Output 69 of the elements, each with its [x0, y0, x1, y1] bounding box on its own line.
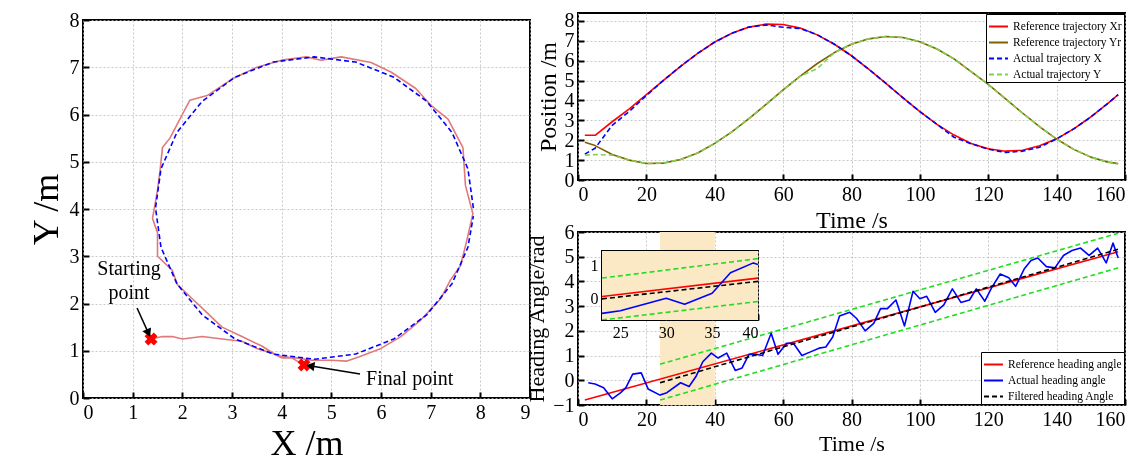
x-tick-label: 1 [128, 400, 139, 423]
x-tick-label: 140 [1042, 407, 1073, 430]
legend-label: Reference heading angle [1008, 357, 1122, 371]
y-tick-label: 5 [69, 150, 80, 173]
annotation: Final point [366, 366, 454, 390]
x-tick-label: 4 [277, 400, 288, 423]
x-axis-title: X /m [270, 422, 344, 456]
x-axis-title: Time /s [819, 430, 885, 456]
y-axis-title: Position /m [534, 41, 561, 153]
y-tick-label: −1 [553, 393, 575, 416]
x-tick-label: 7 [426, 400, 437, 423]
x-tick-label: 40 [742, 323, 759, 341]
x-tick-label: 20 [636, 407, 657, 430]
y-tick-label: 3 [564, 294, 575, 317]
x-tick-label: 60 [773, 407, 794, 430]
x-tick-label: 2 [177, 400, 188, 423]
y-tick-label: 0 [69, 386, 80, 409]
x-tick-label: 160 [1095, 407, 1126, 430]
y-tick-label: 6 [564, 49, 575, 72]
y-tick-label: 4 [564, 269, 575, 292]
x-tick-label: 5 [326, 400, 337, 423]
y-tick-label: 7 [69, 55, 80, 78]
x-tick-label: 8 [475, 400, 486, 423]
x-tick-label: 80 [842, 182, 862, 205]
annotation: Starting point [97, 256, 161, 304]
y-tick-label: 0 [564, 368, 575, 391]
y-tick-label: 8 [69, 8, 80, 31]
legend-label: Reference trajectory Yr [1013, 35, 1122, 49]
y-tick-label: 2 [69, 292, 80, 314]
x-tick-label: 120 [973, 407, 1004, 430]
y-tick-label: 3 [564, 108, 575, 131]
legend-label: Actual trajectory X [1013, 51, 1103, 65]
x-axis-title: Time /s [816, 206, 888, 233]
y-axis-title: Y /m [25, 173, 66, 246]
y-axis-title: Heading Angle/rad [524, 235, 550, 403]
y-tick-label: 7 [564, 29, 575, 52]
x-tick-label: 6 [376, 400, 387, 423]
y-tick-label: 5 [564, 245, 575, 268]
x-tick-label: 25 [612, 323, 629, 341]
y-tick-label: 2 [564, 128, 575, 151]
x-tick-label: 140 [1042, 182, 1073, 205]
x-tick-label: 80 [842, 407, 862, 430]
legend-label: Actual trajectory Y [1013, 67, 1103, 81]
x-tick-label: 160 [1095, 182, 1126, 205]
x-tick-label: 35 [704, 323, 721, 341]
x-tick-label: 30 [658, 323, 675, 341]
y-tick-label: 1 [564, 148, 575, 171]
y-tick-label: 0 [564, 168, 575, 191]
x-tick-label: 40 [705, 407, 726, 430]
x-tick-label: 40 [705, 182, 726, 205]
x-tick-label: 20 [636, 182, 657, 205]
x-tick-label: 9 [520, 400, 531, 423]
y-tick-label: 8 [564, 9, 575, 32]
y-tick-label: 4 [69, 197, 80, 220]
x-tick-label: 3 [227, 400, 238, 423]
line-series [602, 262, 758, 315]
x-tick-label: 60 [773, 182, 794, 205]
legend-label: Actual heading angle [1008, 373, 1106, 387]
y-tick-label: 1 [564, 344, 575, 367]
x-tick-label: 100 [905, 182, 936, 205]
y-tick-label: 6 [69, 103, 80, 125]
legend-label: Filtered heading Angle [1008, 389, 1114, 403]
x-tick-label: 120 [973, 182, 1004, 205]
legend-label: Reference trajectory Xr [1013, 19, 1122, 33]
y-tick-label: 1 [69, 339, 80, 362]
x-tick-label: 0 [83, 400, 94, 423]
y-tick-label: 6 [564, 220, 575, 243]
y-tick-label: 3 [69, 244, 80, 267]
x-tick-label: 100 [905, 407, 936, 430]
